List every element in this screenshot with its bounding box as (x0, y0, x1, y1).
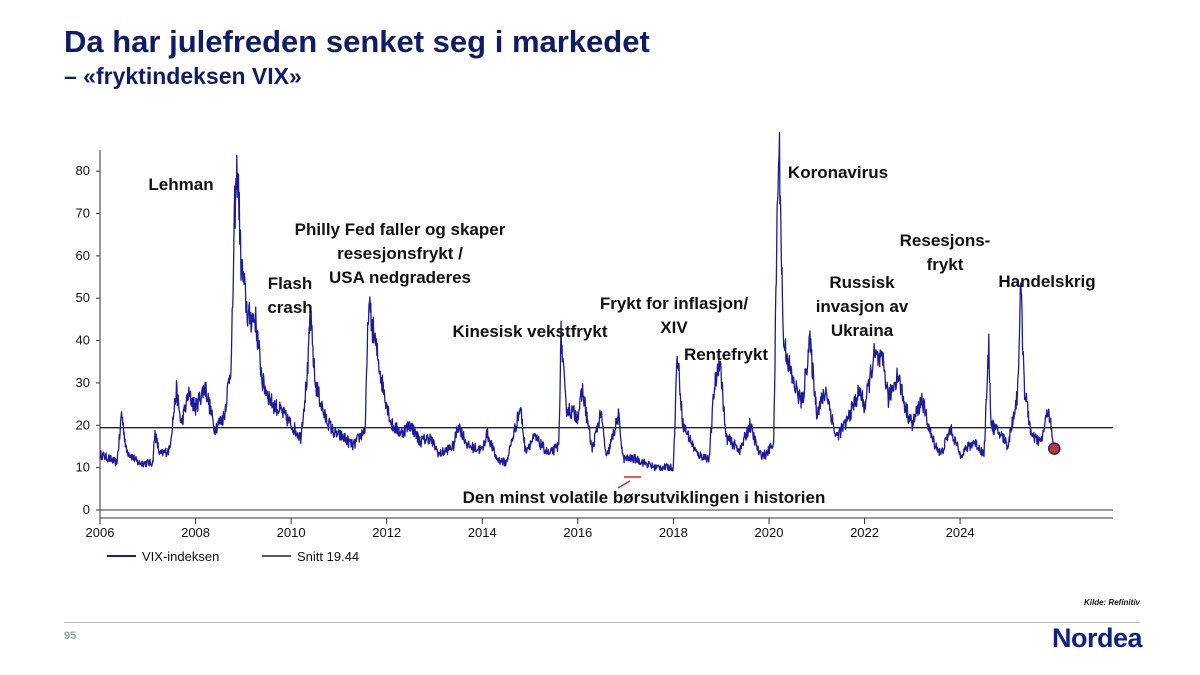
annotation-label: crash (267, 298, 312, 317)
annotation-label: Russisk (829, 273, 895, 292)
red-underline-mark (617, 476, 641, 489)
x-tick-label: 2020 (755, 525, 784, 540)
nordea-logo: Nordea (1052, 623, 1143, 653)
legend-label-vix: VIX-indeksen (142, 549, 219, 564)
source-note: Kilde: Refinitiv (1083, 598, 1140, 607)
annotation-label: Philly Fed faller og skaper (295, 220, 506, 239)
x-tick-label: 2024 (946, 525, 975, 540)
vix-series-line (99, 131, 1054, 472)
annotation-label: resesjonsfrykt / (337, 244, 463, 263)
y-tick-label: 80 (76, 163, 90, 178)
slide-title: Da har julefreden senket seg i markedet (64, 24, 650, 59)
annotation-label: Ukraina (831, 321, 894, 340)
footer-divider (64, 622, 1140, 623)
y-tick-label: 10 (76, 460, 90, 475)
annotation-label: USA nedgraderes (329, 268, 471, 287)
x-tick-label: 2018 (659, 525, 688, 540)
annotation-label: Resesjons- (900, 231, 991, 250)
annotation-label: Rentefrykt (684, 345, 768, 364)
x-tick-label: 2022 (850, 525, 879, 540)
annotation-label: frykt (927, 255, 964, 274)
annotation-label: Lehman (148, 175, 213, 194)
annotation-label: Koronavirus (788, 163, 888, 182)
annotation-label: Handelskrig (998, 272, 1095, 291)
y-tick-label: 40 (76, 333, 90, 348)
annotation-label: Frykt for inflasjon/ (600, 294, 749, 313)
annotation-label: invasjon av (816, 297, 909, 316)
x-tick-label: 2016 (563, 525, 592, 540)
legend-label-average: Snitt 19.44 (297, 549, 359, 564)
y-tick-label: 60 (76, 248, 90, 263)
vix-chart: 0 10 20 30 40 50 60 70 80 2006 2008 2010 2012 2014 201… (76, 131, 1113, 564)
y-tick-label: 0 (83, 502, 90, 517)
x-tick-label: 2012 (372, 525, 401, 540)
annotation-label: Kinesisk vekstfrykt (453, 322, 608, 341)
annotation-label: Den minst volatile børsutviklingen i his… (463, 488, 826, 507)
y-tick-label: 30 (76, 375, 90, 390)
y-tick-label: 50 (76, 290, 90, 305)
last-value-marker (1047, 442, 1061, 455)
x-tick-label: 2006 (86, 525, 115, 540)
annotation-label: XIV (660, 318, 688, 337)
y-tick-label: 20 (76, 417, 90, 432)
x-tick-label: 2014 (468, 525, 497, 540)
y-tick-label: 70 (76, 206, 90, 221)
x-tick-label: 2010 (277, 525, 306, 540)
x-tick-label: 2008 (181, 525, 210, 540)
page-number: 95 (64, 630, 77, 642)
annotation-label: Flash (268, 274, 312, 293)
slide-subtitle: – «fryktindeksen VIX» (64, 63, 302, 89)
